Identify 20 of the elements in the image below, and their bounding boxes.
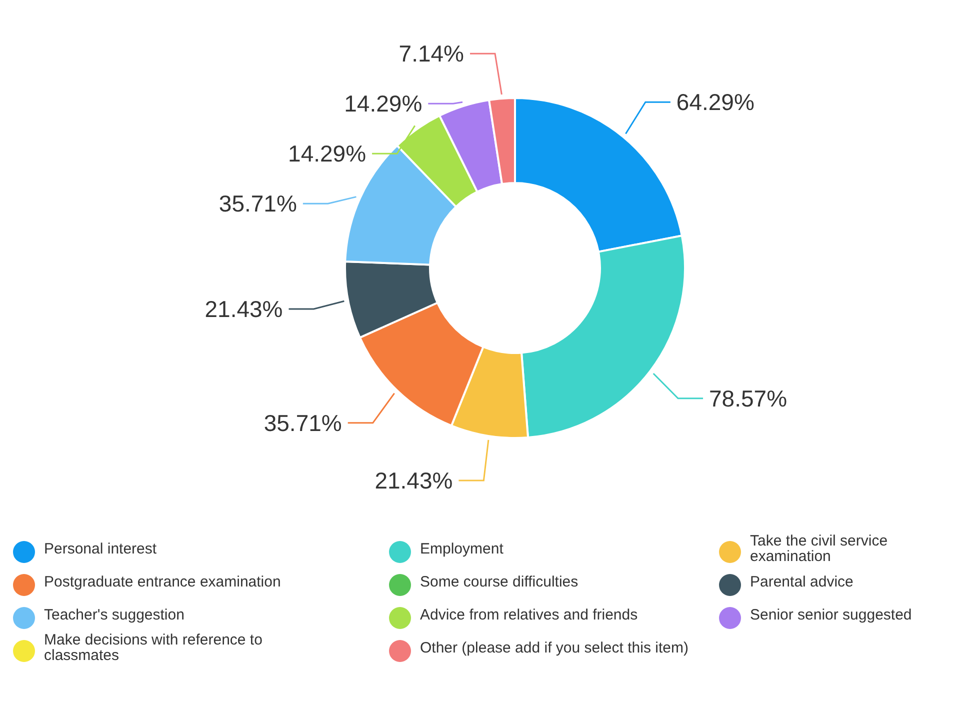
- legend-label: Personal interest: [44, 540, 158, 558]
- legend-label: Take the civil service examination: [750, 532, 888, 565]
- legend-label: Make decisions with reference to classmates: [44, 631, 262, 664]
- data-label: 21.43%: [204, 296, 283, 322]
- legend-label: Some course difficulties: [420, 573, 578, 590]
- data-label: 14.29%: [288, 140, 366, 167]
- legend-label: Other (please add if you select this item): [420, 639, 688, 656]
- data-label: 64.29%: [676, 89, 754, 116]
- data-label: 78.57%: [709, 385, 788, 412]
- legend-label: Advice from relatives and friends: [420, 606, 638, 624]
- data-label: 35.71%: [218, 190, 297, 217]
- data-label: 21.43%: [374, 468, 453, 494]
- legend-label: Teacher's suggestion: [44, 606, 184, 624]
- data-label: 7.14%: [398, 40, 464, 67]
- legend-label: Employment: [420, 540, 504, 558]
- data-label: 14.29%: [344, 90, 422, 117]
- legend-label: Senior senior suggested: [750, 606, 912, 624]
- data-label: 35.71%: [264, 410, 342, 436]
- legend-label: Parental advice: [750, 573, 854, 590]
- legend-label: Postgraduate entrance examination: [44, 573, 281, 590]
